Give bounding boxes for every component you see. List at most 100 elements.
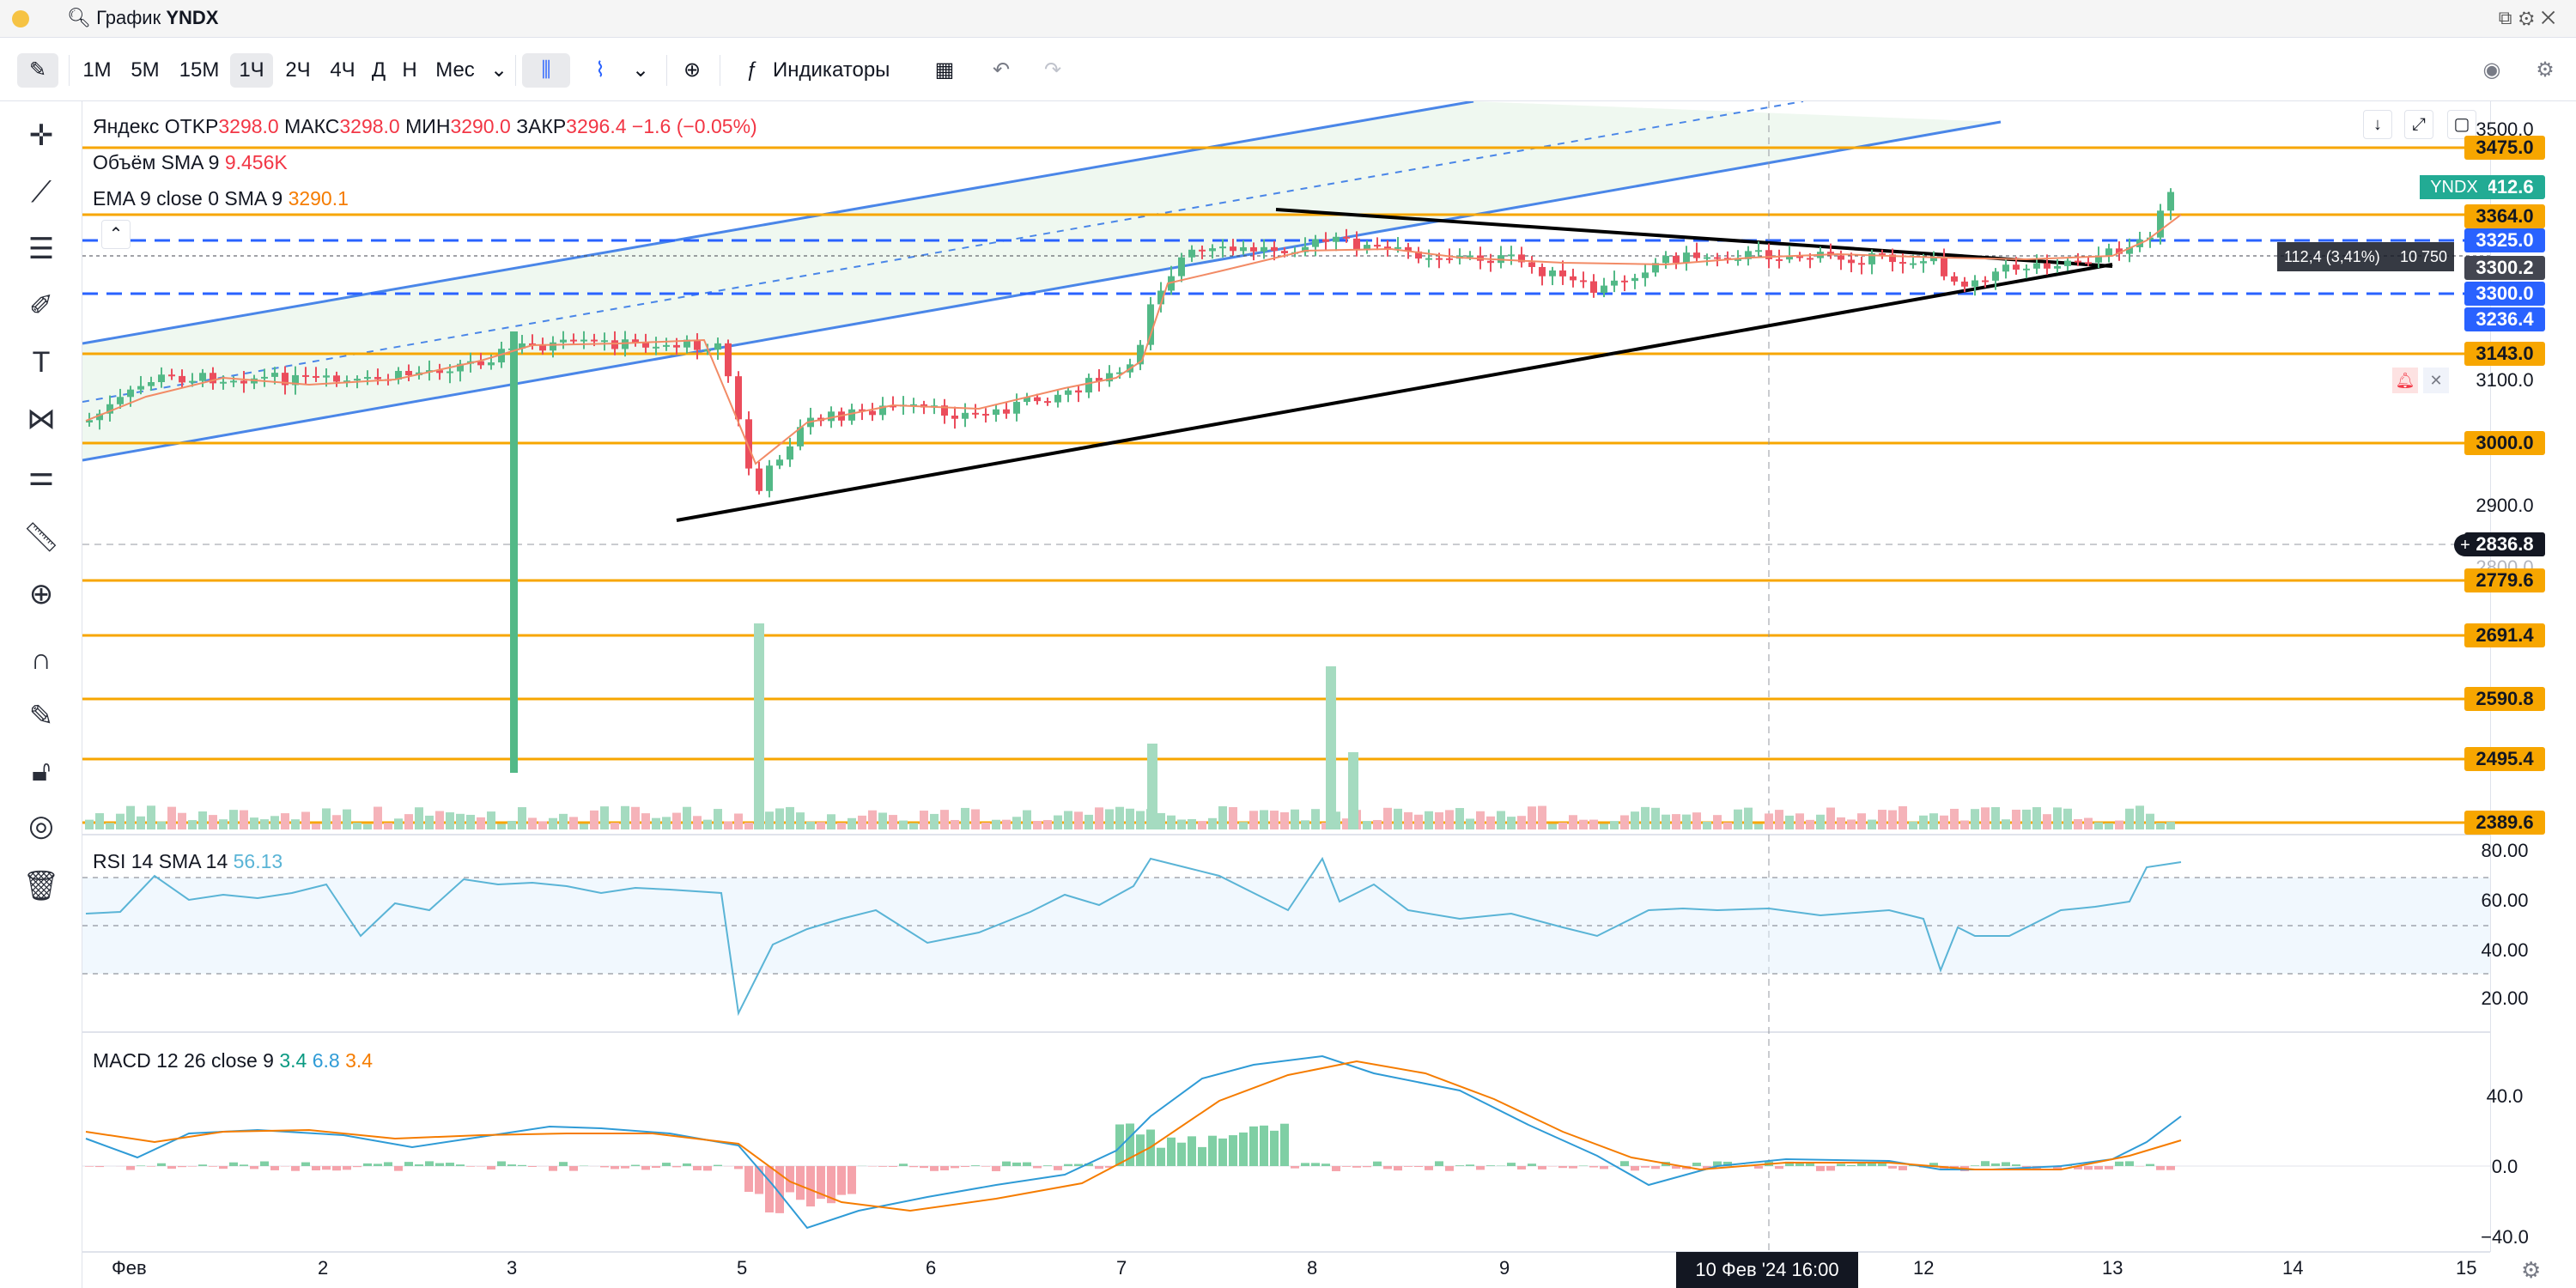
interval-1h[interactable]: 1Ч	[230, 53, 273, 88]
layouts-grid-icon[interactable]: ▦	[934, 58, 955, 82]
undo-icon[interactable]: ↶	[992, 58, 1011, 82]
interval-week[interactable]: Н	[402, 58, 417, 82]
interval-month[interactable]: Мес	[435, 58, 475, 82]
text-tool-icon[interactable]: T	[32, 346, 51, 379]
interval-day[interactable]: Д	[371, 58, 386, 82]
candle-body	[2105, 248, 2112, 257]
macd-bar	[1352, 1166, 1361, 1168]
volume-legend[interactable]: Объём SMA 9 9.456K	[93, 151, 288, 174]
candle-body	[1838, 255, 1844, 260]
interval-1m[interactable]: 1M	[82, 58, 112, 82]
triangle-lower-line	[676, 263, 2113, 522]
brush-icon[interactable]: ✐	[28, 289, 54, 322]
symbol-search[interactable]: 🔍︎ График YNDX	[67, 7, 218, 29]
remove-alert-icon[interactable]: ✕	[2423, 368, 2449, 393]
ruler-icon[interactable]: 📏︎	[22, 521, 60, 554]
macd-bar	[1054, 1166, 1062, 1170]
chart-canvas[interactable]	[82, 101, 2490, 1288]
candle-body	[1683, 252, 1690, 264]
candle-body	[1642, 272, 1649, 278]
volume-bar	[394, 818, 403, 829]
maximize-icon[interactable]: ▢	[2447, 110, 2476, 139]
trash-icon[interactable]: 🗑︎	[22, 870, 60, 902]
macd-legend[interactable]: MACD 12 26 close 9 3.4 6.8 3.4	[93, 1049, 373, 1072]
candle-body	[848, 409, 855, 421]
rsi-legend[interactable]: RSI 14 SMA 14 56.13	[93, 850, 283, 873]
drawing-toolbar: ✛ ⟋ ☰ ✐ T ⋈ ⚌ 📏︎ ⊕ ∩ ✎ 🔓︎ ◎ 🗑︎	[0, 101, 82, 1288]
camera-icon[interactable]: ◉	[2482, 58, 2501, 82]
indicators-button[interactable]: Индикаторы	[773, 58, 890, 82]
rsi-value: 56.13	[233, 850, 283, 872]
forecast-icon[interactable]: ⚌	[27, 459, 55, 492]
macd-bar	[1260, 1125, 1268, 1166]
add-alert-plus-icon[interactable]: +	[2454, 534, 2476, 556]
volume-bar	[1837, 817, 1845, 829]
candle-body	[1085, 378, 1092, 393]
candle-body	[1240, 246, 1247, 252]
fx-indicator-icon[interactable]: ƒ	[746, 58, 758, 82]
chart-type-chevron-icon[interactable]: ⌄	[631, 58, 650, 82]
level-label: 3475.0	[2464, 136, 2545, 160]
line-chart-icon[interactable]: ⌇	[595, 58, 605, 82]
settings-share-icon[interactable]: ⚙	[2536, 58, 2555, 82]
magnet-icon[interactable]: ∩	[30, 643, 52, 676]
volume-bar	[703, 819, 712, 829]
interval-15m[interactable]: 15M	[179, 58, 220, 82]
redo-icon[interactable]: ↷	[1043, 58, 1062, 82]
macd-v1: 3.4	[279, 1049, 307, 1072]
volume-bar	[404, 814, 413, 829]
channel-fill	[82, 101, 2001, 460]
window-controls[interactable]: ⧉⚙✕	[2499, 7, 2562, 29]
price-tick: 2900.0	[2476, 495, 2534, 516]
ema-legend-value: 3290.1	[288, 187, 349, 210]
macd-bar	[322, 1166, 331, 1170]
trendline-icon[interactable]: ⟋	[31, 176, 52, 209]
interval-5m[interactable]: 5M	[131, 58, 160, 82]
legend-close: 3296.4	[566, 115, 627, 137]
eye-icon[interactable]: ◎	[28, 810, 54, 842]
collapse-legend-icon[interactable]: ⌃	[101, 220, 131, 249]
interval-4h[interactable]: 4Ч	[330, 58, 355, 82]
zoom-in-icon[interactable]: ⊕	[28, 578, 54, 611]
macd-bar	[1126, 1123, 1134, 1166]
gear-icon[interactable]: ⚙	[2518, 7, 2542, 28]
volume-bar	[466, 814, 475, 829]
lock-drawing-icon[interactable]: ✎	[28, 700, 54, 732]
window-minimize-icon[interactable]	[12, 10, 29, 27]
volume-bar	[765, 811, 774, 829]
price-axis[interactable]	[2490, 101, 2576, 1252]
candles-icon[interactable]: ⫼	[522, 53, 570, 88]
macd-bar	[920, 1166, 928, 1169]
time-axis-settings-icon[interactable]: ⚙	[2521, 1257, 2542, 1283]
collapse-icon[interactable]: ⤢	[2404, 110, 2433, 139]
volume-bar	[920, 811, 928, 829]
candle-body	[1590, 281, 1597, 293]
arrow-down-icon[interactable]: ↓	[2363, 110, 2392, 139]
macd-bar	[1363, 1166, 1371, 1168]
draw-pencil-icon[interactable]: ✎	[17, 53, 58, 88]
lock-icon[interactable]: 🔓︎	[31, 755, 52, 787]
legend-symbol: Яндекс	[93, 115, 160, 137]
macd-bar	[1775, 1166, 1783, 1170]
ema-legend[interactable]: EMA 9 close 0 SMA 9 3290.1	[93, 187, 349, 210]
fib-lines-icon[interactable]: ☰	[27, 233, 55, 265]
candle-body	[1786, 255, 1793, 260]
volume-bar	[1569, 815, 1577, 829]
pattern-icon[interactable]: ⋈	[27, 403, 56, 435]
volume-bar	[1713, 815, 1722, 829]
chevron-down-icon[interactable]: ⌄	[489, 58, 508, 82]
crosshair-icon[interactable]: ✛	[28, 119, 54, 152]
macd-bar	[600, 1166, 609, 1168]
interval-2h[interactable]: 2Ч	[285, 58, 311, 82]
level-label: 2495.4	[2464, 747, 2545, 771]
volume-bar	[951, 819, 959, 829]
volume-bar	[2115, 820, 2123, 829]
popout-icon[interactable]: ⧉	[2498, 7, 2519, 28]
close-icon[interactable]: ✕	[2541, 7, 2562, 28]
candle-body	[1199, 249, 1206, 252]
alert-bell-icon[interactable]: 🔔︎	[2392, 368, 2418, 393]
volume-bar	[1167, 815, 1176, 829]
compare-add-icon[interactable]: ⊕	[683, 58, 702, 82]
volume-bar	[2084, 817, 2093, 829]
macd-bar	[2084, 1166, 2093, 1170]
